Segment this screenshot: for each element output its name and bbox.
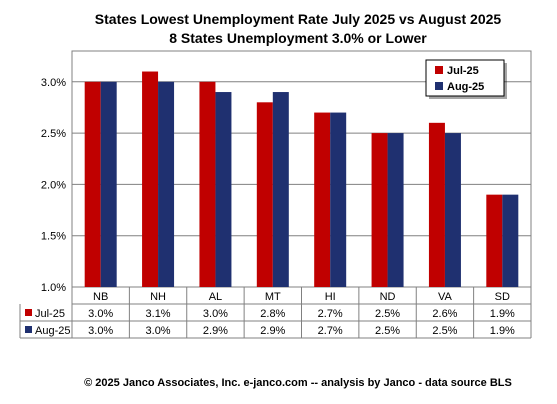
table-cell: 1.9% [490,308,515,320]
bar-aug-25-hi [330,112,347,287]
x-tick-label: AL [209,291,222,303]
bars [84,71,519,288]
legend-swatch [435,82,443,90]
table-cell: 2.7% [318,325,343,337]
x-tick-label: VA [438,291,453,303]
table-series-name: Jul-25 [35,308,65,320]
table-cell: 3.0% [88,308,113,320]
bar-aug-25-mt [272,92,289,287]
table-cell: 2.9% [203,325,228,337]
bar-aug-25-nb [100,81,117,287]
table-cell: 2.5% [375,308,400,320]
bar-jul-25-va [428,122,445,288]
y-tick-label: 1.5% [41,231,66,243]
x-tick-label: ND [380,291,396,303]
table-cell: 3.1% [146,308,171,320]
y-axis-ticks: 1.0% 1.5% 2.0% 2.5% 3.0% [41,77,66,294]
bar-jul-25-nd [371,133,388,287]
bar-jul-25-mt [256,102,273,287]
legend-label: Jul-25 [447,65,479,77]
legend-swatch [435,66,443,74]
bar-aug-25-al [215,92,232,287]
table-cell: 1.9% [490,325,515,337]
y-tick-label: 3.0% [41,77,66,89]
bar-jul-25-nb [84,81,101,287]
table-cell: 3.0% [88,325,113,337]
bar-aug-25-va [444,133,461,287]
x-tick-label: HI [325,291,336,303]
table-cell: 2.7% [318,308,343,320]
table-cell: 3.0% [146,325,171,337]
chart-title: States Lowest Unemployment Rate July 202… [95,11,502,27]
footer-credit: © 2025 Janco Associates, Inc. e-janco.co… [84,377,512,389]
bar-aug-25-nd [387,133,404,287]
chart-subtitle: 8 States Unemployment 3.0% or Lower [169,30,427,46]
table-cell: 2.8% [260,308,285,320]
x-tick-label: SD [495,291,510,303]
table-series-name: Aug-25 [35,325,70,337]
y-tick-label: 1.0% [41,282,66,294]
y-tick-label: 2.0% [41,179,66,191]
bar-jul-25-sd [486,194,503,287]
table-legend-key [25,309,32,316]
bar-jul-25-hi [314,112,331,287]
table-cell: 2.5% [432,325,457,337]
legend-label: Aug-25 [447,81,484,93]
bar-jul-25-al [199,81,216,287]
table-cell: 2.5% [375,325,400,337]
legend: Jul-25 Aug-25 [425,59,507,99]
x-tick-label: MT [265,291,281,303]
table-cell: 2.9% [260,325,285,337]
bar-aug-25-nh [158,81,175,287]
table-legend-key [25,326,32,333]
bar-aug-25-sd [502,194,519,287]
data-table: NB NH AL MT HI ND VA SD Jul-25 3.0% 3.1% 3.0% 2.8% 2.… [19,287,532,339]
bar-jul-25-nh [142,71,159,288]
table-cell: 3.0% [203,308,228,320]
x-tick-label: NH [150,291,166,303]
y-tick-label: 2.5% [41,128,66,140]
x-tick-label: NB [93,291,108,303]
table-cell: 2.6% [432,308,457,320]
